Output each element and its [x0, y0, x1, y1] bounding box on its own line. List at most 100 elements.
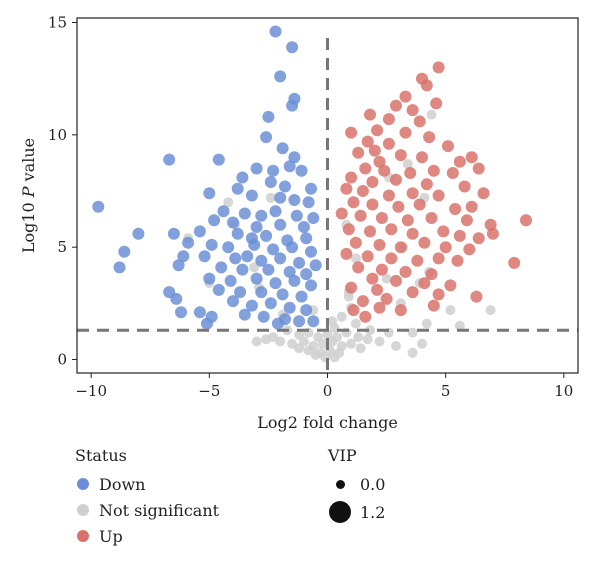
- up-point: [430, 97, 443, 110]
- down-point: [236, 171, 249, 184]
- up-point: [349, 236, 362, 249]
- vip-legend: VIP 0.0 1.2: [328, 446, 385, 527]
- not-significant-point: [350, 253, 361, 264]
- up-point: [373, 238, 386, 251]
- y-axis-title-suffix: value: [19, 138, 38, 187]
- down-point: [198, 250, 211, 263]
- up-point: [460, 214, 473, 227]
- not-significant-point: [303, 345, 314, 356]
- not-significant-point: [336, 311, 347, 322]
- x-tick-label: −10: [75, 382, 107, 400]
- down-point: [193, 306, 206, 319]
- up-point: [390, 274, 402, 287]
- legend-label-up: Up: [99, 526, 123, 546]
- up-point: [364, 225, 376, 238]
- up-point: [347, 196, 360, 209]
- not-significant-point: [265, 192, 276, 203]
- down-point: [307, 212, 320, 224]
- down-point: [297, 221, 310, 233]
- not-significant-swatch: [77, 504, 89, 516]
- down-point: [262, 263, 275, 276]
- not-significant-point: [485, 305, 496, 316]
- down-point: [241, 250, 254, 263]
- down-point: [269, 205, 282, 218]
- down-point: [288, 194, 301, 206]
- down-point: [203, 187, 216, 200]
- up-point: [486, 227, 499, 240]
- down-point: [227, 216, 239, 229]
- volcano-plot: −10 −5 0 5 10 0 5 10 15 Log2 fold change Log10 …: [19, 13, 579, 432]
- y-tick-label: 10: [48, 126, 67, 144]
- up-point: [399, 90, 412, 103]
- down-point: [212, 153, 225, 166]
- not-significant-point: [223, 197, 234, 208]
- up-point: [356, 295, 369, 308]
- up-point: [432, 189, 445, 202]
- legend-label-vip-large: 1.2: [360, 502, 386, 522]
- not-significant-point: [251, 336, 262, 347]
- up-point: [449, 203, 462, 215]
- down-point: [307, 315, 320, 328]
- up-point: [470, 290, 483, 303]
- up-point: [432, 288, 445, 301]
- legend-item-not-significant: Not significant: [75, 497, 219, 523]
- down-point: [286, 99, 299, 112]
- down-point: [295, 164, 308, 177]
- up-point: [446, 167, 459, 179]
- up-point: [340, 182, 353, 195]
- up-point: [371, 124, 384, 137]
- down-point: [276, 142, 289, 155]
- not-significant-point: [327, 316, 338, 327]
- up-point: [439, 241, 452, 254]
- up-point: [375, 212, 388, 224]
- down-point: [264, 297, 277, 310]
- down-point: [305, 245, 317, 258]
- up-point: [394, 304, 407, 317]
- up-point: [423, 131, 436, 144]
- up-point: [401, 214, 414, 227]
- up-point: [484, 218, 497, 231]
- up-point: [356, 185, 369, 197]
- up-point: [472, 232, 485, 245]
- up-point: [432, 252, 445, 265]
- up-point: [347, 304, 360, 317]
- y-tick-label: 5: [57, 238, 67, 256]
- x-tick-label: 10: [554, 382, 573, 400]
- down-point: [274, 191, 287, 204]
- up-point: [361, 135, 374, 148]
- down-point: [250, 162, 263, 175]
- down-point: [255, 254, 268, 267]
- legend-item-down: Down: [75, 471, 219, 497]
- down-point: [302, 196, 315, 209]
- down-point: [267, 164, 280, 177]
- up-point: [420, 178, 433, 191]
- down-point: [286, 41, 299, 54]
- down-point: [300, 304, 313, 317]
- not-significant-point: [381, 273, 392, 284]
- up-point: [425, 268, 438, 281]
- not-significant-point: [355, 343, 366, 354]
- up-point: [472, 162, 485, 175]
- up-point: [404, 167, 417, 179]
- up-point: [406, 227, 419, 240]
- up-point: [394, 241, 407, 254]
- down-point: [309, 259, 322, 272]
- not-significant-point: [417, 338, 427, 349]
- up-point: [427, 299, 440, 312]
- not-significant-point: [426, 109, 437, 120]
- down-point: [245, 299, 258, 312]
- up-point: [453, 229, 466, 242]
- up-point: [354, 209, 367, 222]
- up-point: [385, 252, 398, 265]
- up-point: [382, 137, 395, 150]
- down-point: [290, 209, 303, 222]
- not-significant-point: [445, 305, 456, 316]
- up-swatch: [77, 530, 89, 542]
- down-point: [172, 259, 185, 272]
- down-point: [193, 225, 206, 238]
- down-point: [269, 25, 282, 38]
- down-point: [118, 245, 131, 258]
- down-point: [238, 308, 251, 321]
- not-significant-point: [294, 343, 305, 354]
- down-point: [231, 227, 244, 240]
